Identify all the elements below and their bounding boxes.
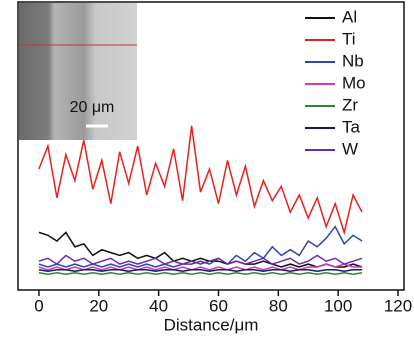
x-tick-label: 60 [209, 296, 228, 315]
legend-label: Zr [342, 95, 358, 114]
legend-label: Nb [342, 51, 364, 70]
scale-label: 20 μm [70, 99, 115, 116]
legend-label: Al [342, 7, 357, 26]
x-axis-title: Distance/μm [164, 315, 259, 334]
x-tick-label: 40 [149, 296, 168, 315]
series-line [39, 273, 362, 275]
legend-label: Mo [342, 73, 366, 92]
legend-label: Ti [342, 29, 356, 48]
x-tick-label: 80 [269, 296, 288, 315]
legend-label: Ta [342, 117, 361, 136]
series-line [39, 126, 362, 233]
inset-image: 20 μm [19, 3, 137, 140]
series-line [39, 255, 362, 264]
x-tick-label: 0 [34, 296, 43, 315]
series-line [39, 270, 362, 272]
legend-label: W [342, 139, 358, 158]
x-tick-label: 100 [324, 296, 352, 315]
x-tick-label: 20 [89, 296, 108, 315]
series-line [39, 264, 362, 270]
x-tick-label: 120 [384, 296, 412, 315]
chart: 20 μm Distance/μm 0 20 40 60 80 100 120 Al Ti Nb M… [0, 0, 414, 338]
